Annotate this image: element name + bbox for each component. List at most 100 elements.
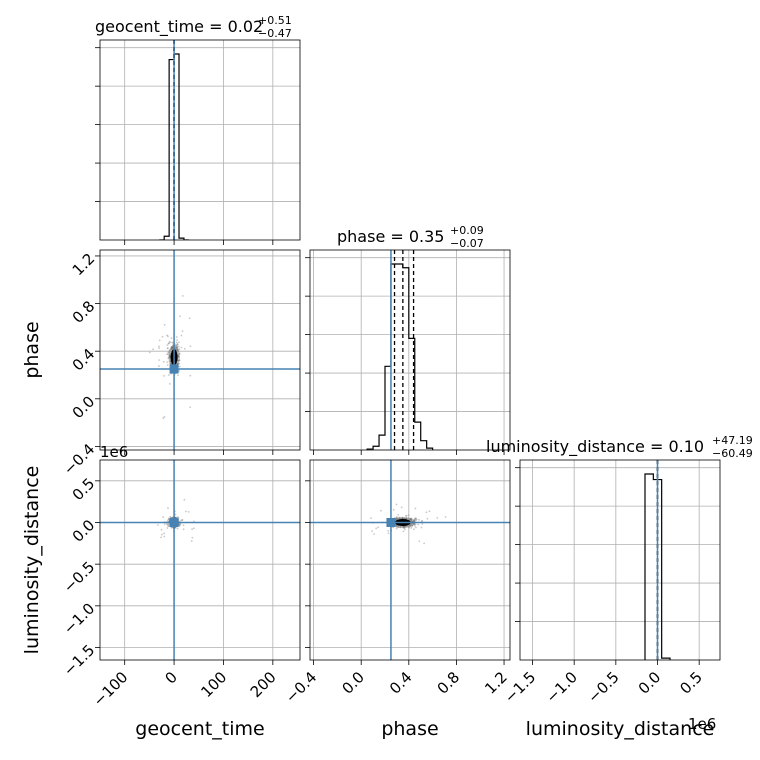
scatter-luminosity_distance-vs-phase-point (401, 517, 404, 520)
title-luminosity-distance-minus: −60.49 (712, 447, 753, 460)
scatter-luminosity_distance-vs-phase-point (414, 523, 417, 526)
scatter-phase-vs-geocent_time-point (166, 361, 169, 364)
scatter-phase-vs-geocent_time-point (178, 356, 181, 358)
xlabel-luminosity-distance: luminosity_distance (526, 718, 715, 740)
scatter-phase-vs-geocent_time-point (177, 341, 180, 344)
scatter-phase-vs-geocent_time-point (152, 348, 154, 351)
scatter-phase-vs-geocent_time-point (166, 347, 169, 350)
scatter-luminosity_distance-vs-phase-point (395, 516, 398, 518)
title-geocent-time: geocent_time = 0.02 (95, 17, 263, 37)
scatter-luminosity_distance-vs-phase-point (413, 519, 416, 522)
hist-geocent_time-frame (99, 39, 301, 241)
scatter-luminosity_distance-vs-geocent_time-marks (100, 460, 300, 660)
scatter-phase-vs-geocent_time-point (176, 343, 179, 345)
scatter-phase-vs-geocent_time-point (170, 347, 173, 349)
xticklabel-phase-0: −0.4 (282, 668, 320, 706)
scatter-phase-vs-geocent_time-point (177, 359, 179, 362)
scatter-phase-vs-geocent_time-point (178, 362, 181, 365)
scatter-phase-vs-geocent_time-point (178, 359, 181, 362)
xticklabel-luminosity_distance-2: −0.5 (584, 668, 622, 706)
scatter-phase-vs-geocent_time-point (181, 294, 184, 297)
scatter-phase-vs-geocent_time-point (170, 362, 173, 365)
title-phase-plus: +0.09 (450, 224, 484, 237)
scatter-phase-vs-geocent_time-point (175, 344, 178, 346)
scatter-phase-vs-geocent_time-point (176, 344, 178, 347)
scatter-luminosity_distance-vs-geocent_time-point (179, 522, 181, 525)
scatter-luminosity_distance-vs-phase-point (405, 515, 408, 517)
scatter-phase-vs-geocent_time-point (169, 352, 172, 355)
scatter-phase-vs-geocent_time-point (178, 370, 181, 372)
scatter-luminosity_distance-vs-phase-point (395, 517, 398, 520)
scatter-luminosity_distance-vs-geocent_time-point (191, 536, 194, 539)
scatter-phase-vs-geocent_time-point (176, 362, 179, 365)
xlabel-phase: phase (381, 718, 438, 740)
scatter-luminosity_distance-vs-phase-point (395, 527, 398, 530)
scatter-phase-vs-geocent_time-point (163, 323, 166, 326)
scatter-luminosity_distance-vs-phase-point (402, 526, 405, 529)
xticklabel-phase-2: 0.4 (386, 668, 416, 698)
title-geocent-time-plus: +0.51 (258, 14, 292, 27)
scatter-luminosity_distance-vs-geocent_time-point (157, 524, 159, 526)
scatter-phase-vs-geocent_time-point (158, 339, 161, 342)
scatter-luminosity_distance-vs-phase-point (409, 518, 412, 520)
yticklabel-luminosity_distance-0: −1.5 (60, 641, 98, 679)
scatter-luminosity_distance-vs-phase-point (410, 518, 412, 521)
scatter-phase-vs-geocent_time-point (158, 365, 160, 367)
scatter-phase-vs-geocent_time-point (177, 355, 180, 358)
scatter-phase-vs-geocent_time-point (171, 346, 174, 348)
scatter-phase-vs-geocent_time-point (168, 356, 171, 358)
scatter-phase-vs-geocent_time-point (169, 362, 172, 365)
scatter-luminosity_distance-vs-geocent_time-point (180, 519, 183, 522)
scatter-phase-vs-geocent_time-point (167, 335, 169, 338)
scatter-luminosity_distance-vs-phase-point (392, 508, 395, 511)
scatter-luminosity_distance-vs-phase-point (403, 527, 406, 530)
scatter-luminosity_distance-vs-phase-point (413, 528, 415, 531)
scatter-luminosity_distance-vs-phase-point (414, 519, 417, 522)
xticklabel-geocent_time-2: 100 (197, 668, 230, 701)
scatter-luminosity_distance-vs-phase-point (409, 524, 412, 527)
scatter-luminosity_distance-vs-phase-point (377, 526, 380, 529)
scatter-luminosity_distance-vs-geocent_time-point (167, 518, 170, 521)
scatter-luminosity_distance-vs-geocent_time-point (161, 533, 163, 536)
xticklabel-phase-3: 0.8 (434, 668, 464, 698)
scatter-luminosity_distance-vs-phase-point (404, 525, 406, 528)
scatter-luminosity_distance-vs-phase-point (370, 517, 372, 520)
scatter-luminosity_distance-vs-geocent_time-point (181, 519, 184, 522)
scatter-phase-vs-geocent_time-point (181, 330, 184, 333)
scatter-luminosity_distance-vs-phase-point (444, 516, 447, 518)
scatter-luminosity_distance-vs-phase-point (400, 506, 403, 509)
scatter-phase-vs-geocent_time-point (168, 354, 171, 357)
scatter-luminosity_distance-vs-phase-point (417, 523, 420, 526)
scatter-phase-vs-geocent_time-point (166, 334, 169, 337)
scatter-luminosity_distance-vs-phase-point (398, 516, 401, 519)
scatter-phase-vs-geocent_time-point (177, 354, 180, 357)
scatter-luminosity_distance-vs-geocent_time-point (184, 510, 187, 513)
scatter-luminosity_distance-vs-geocent_time-truth-marker (169, 518, 179, 527)
scatter-luminosity_distance-vs-geocent_time-point (163, 523, 166, 526)
scatter-luminosity_distance-vs-geocent_time-point (176, 516, 179, 518)
scatter-luminosity_distance-vs-phase-point (426, 517, 429, 520)
scatter-phase-vs-geocent_time-point (176, 339, 178, 342)
scatter-luminosity_distance-vs-phase-point (413, 524, 416, 527)
scatter-luminosity_distance-vs-geocent_time-point (190, 540, 193, 542)
xticklabel-luminosity_distance-1: −1.0 (543, 668, 581, 706)
scatter-phase-vs-geocent_time-point (170, 347, 173, 349)
scatter-phase-vs-geocent_time-point (166, 344, 169, 346)
scatter-luminosity_distance-vs-phase-point (399, 526, 402, 529)
xticklabel-geocent_time-1: 0 (161, 668, 180, 687)
scatter-luminosity_distance-vs-phase-point (415, 518, 418, 521)
scatter-luminosity_distance-vs-geocent_time-point (191, 528, 194, 531)
yticklabel-phase-0: −0.4 (60, 440, 98, 478)
title-phase: phase = 0.35 (337, 227, 444, 246)
scatter-phase-vs-geocent_time-point (169, 348, 172, 351)
title-geocent-time-minus: −0.47 (258, 27, 292, 40)
scatter-luminosity_distance-vs-geocent_time-point (181, 518, 184, 521)
scatter-luminosity_distance-vs-phase-point (395, 524, 398, 527)
hist-geocent_time-marks (159, 40, 189, 240)
scatter-luminosity_distance-vs-geocent_time-point (178, 523, 181, 526)
scatter-luminosity_distance-vs-geocent_time-point (167, 524, 170, 527)
yticklabel-phase-2: 0.4 (69, 345, 99, 375)
scatter-luminosity_distance-vs-phase-point (413, 518, 416, 521)
scatter-luminosity_distance-vs-phase-point (375, 527, 378, 530)
scatter-phase-vs-geocent_time-point (158, 347, 161, 349)
